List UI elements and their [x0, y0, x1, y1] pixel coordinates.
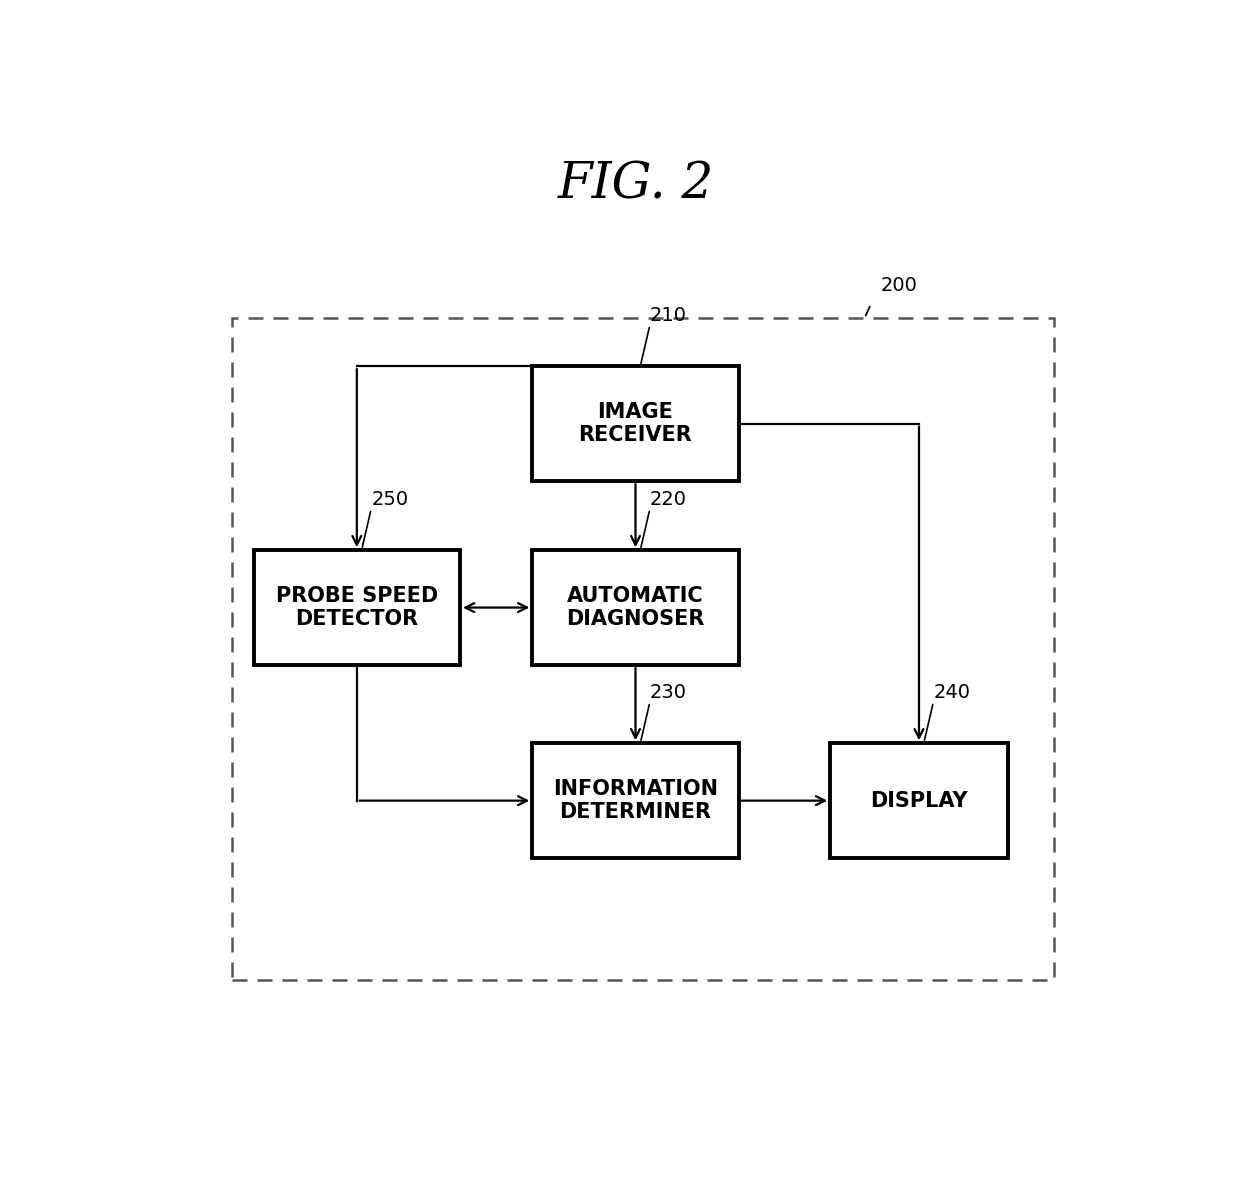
Bar [830, 743, 1008, 858]
Text: 200: 200 [880, 276, 918, 295]
Text: DISPLAY: DISPLAY [870, 790, 967, 811]
Text: PROBE SPEED
DETECTOR: PROBE SPEED DETECTOR [275, 586, 438, 629]
Bar [532, 367, 739, 481]
Bar [532, 550, 739, 665]
Text: INFORMATION
DETERMINER: INFORMATION DETERMINER [553, 778, 718, 823]
Text: 240: 240 [934, 683, 971, 702]
Bar [532, 743, 739, 858]
Bar [232, 318, 1054, 980]
Text: 220: 220 [650, 490, 687, 509]
Text: AUTOMATIC
DIAGNOSER: AUTOMATIC DIAGNOSER [567, 586, 704, 629]
Text: 250: 250 [371, 490, 408, 509]
Text: IMAGE
RECEIVER: IMAGE RECEIVER [579, 402, 692, 445]
Bar [253, 550, 460, 665]
Text: 230: 230 [650, 683, 687, 702]
Text: FIG. 2: FIG. 2 [557, 160, 714, 209]
Text: 210: 210 [650, 306, 687, 325]
